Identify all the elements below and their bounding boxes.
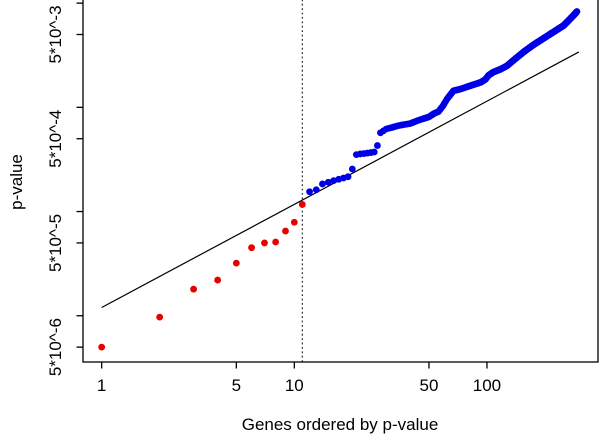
nonsignificant-gene-point [319,180,326,188]
significant-gene-point [232,259,240,267]
plot-generated-layer: 1 5 10 50 100 5*10^-3 5*10^-4 5*10^-5 5*10^-6 [46,0,599,395]
x-axis-tick-label: 5 [232,376,241,395]
nonsignificant-gene-point [344,173,352,181]
nonsignificant-gene-point [306,188,313,196]
significant-gene-point [156,313,164,321]
x-axis-tick-label: 100 [473,376,501,395]
significant-gene-point [98,343,106,351]
nonsignificant-gene-point [348,165,356,173]
significant-gene-point [282,227,289,235]
significant-gene-point [298,201,306,208]
nonsignificant-gene-point [374,142,381,149]
y-axis-tick-label: 5*10^-6 [46,318,65,376]
nonsignificant-gene-point [573,8,581,15]
x-axis-tick-label: 1 [97,376,106,395]
y-axis-tick-label: 5*10^-4 [46,110,65,168]
nonsignificant-gene-point [370,148,378,156]
y-axis-tick-label: 5*10^-3 [46,5,65,63]
plot-border [82,0,599,363]
x-axis-tick-label: 50 [420,376,439,395]
significant-gene-point [214,276,222,284]
x-axis-tick-label: 10 [285,376,304,395]
significant-gene-point [190,285,197,293]
significant-gene-point [272,238,280,246]
significant-gene-point [261,239,268,247]
significant-gene-point [248,244,255,252]
y-axis-title: p-value [7,154,26,210]
nonsignificant-gene-point [324,178,332,186]
significant-gene-point [290,218,298,226]
y-axis-tick-label: 5*10^-5 [46,214,65,272]
x-axis-title: Genes ordered by p-value [242,415,439,434]
nonsignificant-gene-point [312,186,320,194]
